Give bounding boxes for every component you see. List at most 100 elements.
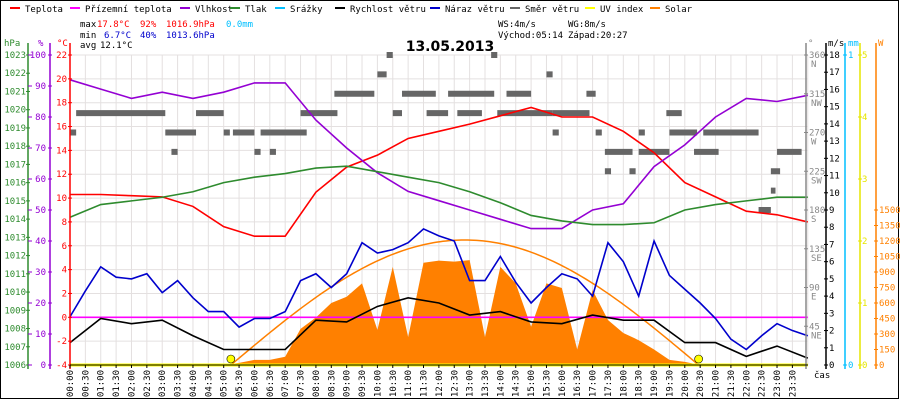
x-tick-label: 13:00	[466, 370, 476, 397]
temperature-unit: °C	[57, 39, 68, 49]
wind-direction-mark	[297, 129, 307, 136]
wind-direction-mark	[638, 129, 645, 136]
wind-tick-label: 18	[829, 51, 840, 61]
x-tick-label: 15:00	[527, 370, 537, 397]
direction-compass-label: SW	[811, 176, 822, 186]
legend-swatch-5	[335, 7, 345, 9]
stat-avg-temp: 12.1°C	[100, 41, 133, 51]
solar-clear-sky-line	[230, 239, 699, 366]
wind-tick-label: 11	[829, 172, 840, 182]
x-tick-label: 18:30	[635, 370, 645, 397]
x-tick-label: 00:30	[81, 370, 91, 397]
x-tick-label: 08:00	[312, 370, 322, 397]
direction-tick-label: 270	[809, 129, 825, 139]
axes: hPa% °C ° m/s mm W100610071008100910101011101…	[4, 39, 900, 397]
temperature-tick-label: 18	[56, 99, 67, 109]
humidity-tick-label: 60	[35, 175, 46, 185]
wind-direction-mark	[254, 148, 261, 155]
pressure-tick-label: 1018	[4, 142, 26, 152]
x-tick-label: 16:30	[573, 370, 583, 397]
legend-swatch-4	[275, 7, 285, 9]
legend-label-7: Směr větru	[525, 5, 579, 15]
stats-block: max 17.8°C 92% 1016.9hPa 0.0mm min 6.7°C…	[80, 20, 628, 51]
direction-tick-label: 180	[809, 206, 825, 216]
wind-tick-label: 9	[829, 206, 834, 216]
direction-tick-label: 315	[809, 90, 825, 100]
sunrise-marker	[226, 354, 236, 364]
stat-max-press: 1016.9hPa	[166, 20, 215, 30]
x-tick-label: 14:30	[512, 370, 522, 397]
chart-title: 13.05.2013	[406, 39, 495, 55]
legend-label-9: Solar	[665, 5, 693, 15]
x-tick-label: 09:30	[358, 370, 368, 397]
pressure-tick-label: 1008	[4, 325, 26, 335]
wind-direction-mark	[694, 148, 719, 155]
solar-tick-label: 300	[879, 330, 895, 340]
legend-label-2: Vlhkost	[195, 5, 233, 15]
x-tick-label: 00:00	[66, 370, 76, 397]
legend-swatch-8	[585, 7, 595, 9]
x-tick-label: 15:30	[542, 370, 552, 397]
wind-direction-mark	[595, 129, 602, 136]
uv-tick-label: 5	[862, 51, 867, 61]
series-line-rychlost-větru	[69, 297, 809, 359]
solar-tick-label: 450	[879, 315, 895, 325]
wind-direction-mark	[758, 207, 771, 213]
wind-direction-mark	[300, 110, 338, 117]
wind-direction-mark	[604, 168, 612, 175]
direction-compass-label: S	[811, 215, 816, 225]
humidity-tick-label: 80	[35, 113, 46, 123]
wind-direction-mark	[703, 129, 759, 136]
wind-tick-label: 1	[829, 344, 834, 354]
wind-direction-mark	[457, 110, 482, 117]
wind-direction-mark	[76, 110, 166, 117]
x-tick-label: 09:00	[343, 370, 353, 397]
x-tick-label: 08:30	[327, 370, 337, 397]
temperature-tick-label: 2	[62, 289, 67, 299]
rain-tick-label: 1	[848, 51, 853, 61]
x-tick-label: 01:30	[112, 370, 122, 397]
wind-direction-mark	[770, 187, 776, 194]
stat-avg-label: avg	[80, 41, 96, 51]
uv-tick-label: 2	[862, 237, 867, 247]
x-tick-label: 07:00	[281, 370, 291, 397]
solar-tick-label: 1200	[879, 237, 900, 247]
pressure-tick-label: 1012	[4, 252, 26, 262]
wind-tick-label: 2	[829, 327, 834, 337]
stat-min-temp: 6.7°C	[104, 31, 131, 41]
legend-swatch-7	[510, 7, 520, 9]
x-tick-label: 05:30	[235, 370, 245, 397]
stat-sunrise: Východ:05:14	[498, 31, 563, 41]
x-tick-label: 18:00	[619, 370, 629, 397]
stat-ws: WS:4m/s	[498, 20, 536, 30]
legend-swatch-0	[10, 7, 20, 9]
wind-direction-mark	[448, 90, 495, 97]
pressure-tick-label: 1023	[4, 51, 26, 61]
wind-direction-mark	[171, 148, 178, 155]
humidity-tick-label: 40	[35, 237, 46, 247]
legend-label-6: Náraz větru	[445, 5, 505, 15]
wind-direction-mark	[426, 110, 449, 117]
wind-direction-mark	[386, 52, 393, 58]
wind-direction-mark	[165, 129, 197, 136]
temperature-tick-label: 16	[56, 123, 67, 133]
x-tick-label: 22:00	[742, 370, 752, 397]
pressure-tick-label: 1017	[4, 160, 26, 170]
temperature-tick-label: 6	[62, 242, 67, 252]
x-tick-label: 11:00	[404, 370, 414, 397]
wind-tick-label: 17	[829, 68, 840, 78]
humidity-tick-label: 90	[35, 82, 46, 92]
wind-direction-mark	[260, 129, 304, 136]
x-tick-label: 22:30	[758, 370, 768, 397]
temperature-tick-label: 4	[62, 266, 67, 276]
x-tick-label: 10:30	[389, 370, 399, 397]
uv-tick-label: 0	[862, 361, 867, 371]
stat-min-hum: 40%	[140, 31, 157, 41]
stat-max-label: max	[80, 20, 97, 30]
legend-label-3: Tlak	[245, 5, 267, 15]
legend-swatch-2	[180, 7, 190, 9]
solar-tick-label: 0	[879, 361, 884, 371]
x-tick-label: 12:30	[450, 370, 460, 397]
wind-tick-label: 0	[829, 361, 834, 371]
